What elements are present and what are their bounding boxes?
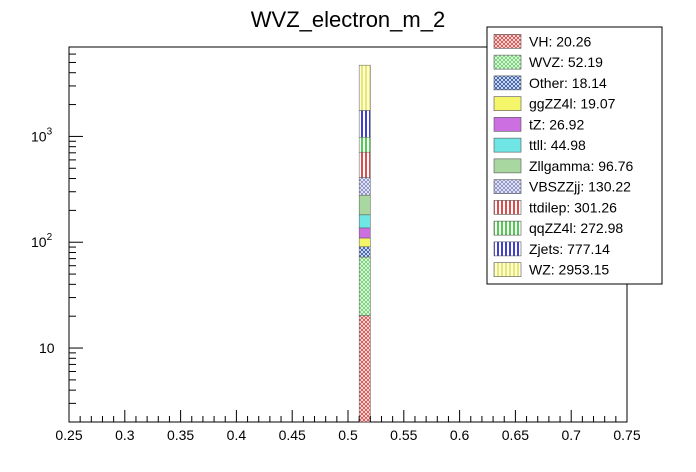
x-axis: 0.25 0.3 0.35 0.4 0.45 0.5 0.55 0.6 0.65 0.7 0.75 bbox=[55, 410, 641, 443]
bar-vh bbox=[358, 315, 371, 423]
x-tick-label: 0.3 bbox=[115, 427, 135, 443]
legend-label: ttdilep: 301.26 bbox=[529, 199, 617, 215]
legend-label: qqZZ4l: 272.98 bbox=[529, 220, 623, 236]
legend-label: VH: 20.26 bbox=[529, 33, 591, 49]
x-tick-label: 0.7 bbox=[561, 427, 581, 443]
legend-swatch-ttll bbox=[493, 137, 522, 153]
x-tick-label: 0.6 bbox=[450, 427, 470, 443]
legend-swatch-vh bbox=[493, 34, 522, 49]
legend-label: ttll: 44.98 bbox=[529, 137, 586, 153]
bar-vbszzjj bbox=[358, 177, 371, 196]
y-tick-label: 102 bbox=[31, 232, 53, 250]
legend-swatch-ttdilep bbox=[493, 200, 522, 215]
bar-zllgamma bbox=[358, 194, 371, 216]
x-tick-label: 0.4 bbox=[227, 427, 247, 443]
x-tick-label: 0.25 bbox=[55, 427, 82, 443]
legend-label: tZ: 26.92 bbox=[529, 116, 584, 132]
legend-label: ggZZ4l: 19.07 bbox=[529, 96, 616, 112]
x-tick-label: 0.75 bbox=[613, 427, 640, 443]
legend-swatch-qqzz4l bbox=[493, 220, 522, 236]
x-tick-label: 0.55 bbox=[390, 427, 417, 443]
legend-swatch-other bbox=[493, 75, 522, 91]
legend-label: WVZ: 52.19 bbox=[529, 54, 603, 70]
legend-box bbox=[486, 26, 663, 285]
legend-label: WZ: 2953.15 bbox=[529, 262, 609, 278]
bar-wz bbox=[358, 64, 371, 111]
legend-swatch-zjets bbox=[493, 241, 522, 257]
bar-ttll bbox=[358, 214, 371, 229]
bar-ttdilep bbox=[358, 151, 371, 178]
legend-label: Zjets: 777.14 bbox=[529, 241, 610, 257]
x-tick-label: 0.45 bbox=[279, 427, 306, 443]
x-tick-label: 0.35 bbox=[167, 427, 194, 443]
stacked-bars bbox=[358, 64, 371, 423]
legend-swatch-ggzz4l bbox=[493, 96, 522, 111]
bar-tz bbox=[358, 227, 371, 239]
bar-ggzz4l bbox=[358, 237, 371, 248]
y-tick-label: 103 bbox=[31, 126, 53, 144]
legend-swatch-vbszzjj bbox=[493, 179, 522, 194]
legend-label: Other: 18.14 bbox=[529, 75, 607, 91]
bar-wvz bbox=[358, 256, 371, 316]
legend-label: Zllgamma: 96.76 bbox=[529, 158, 633, 174]
bar-qqzz4l bbox=[358, 136, 371, 153]
x-tick-label: 0.5 bbox=[338, 427, 358, 443]
legend-swatch-tz bbox=[493, 117, 522, 132]
bar-zjets bbox=[358, 110, 371, 138]
y-axis: 10 102 103 bbox=[31, 46, 83, 423]
legend-swatch-wz bbox=[493, 262, 522, 277]
legend-swatch-zllgamma bbox=[493, 158, 522, 174]
legend-swatch-wvz bbox=[493, 54, 522, 70]
x-tick-label: 0.65 bbox=[502, 427, 529, 443]
legend: VH: 20.26 WVZ: 52.19 Other: 18.14 ggZZ4l: 1… bbox=[486, 26, 663, 285]
chart-title: WVZ_electron_m_2 bbox=[251, 7, 445, 32]
y-tick-label: 10 bbox=[39, 340, 55, 356]
bar-other bbox=[358, 246, 371, 258]
legend-label: VBSZZjj: 130.22 bbox=[529, 179, 631, 195]
